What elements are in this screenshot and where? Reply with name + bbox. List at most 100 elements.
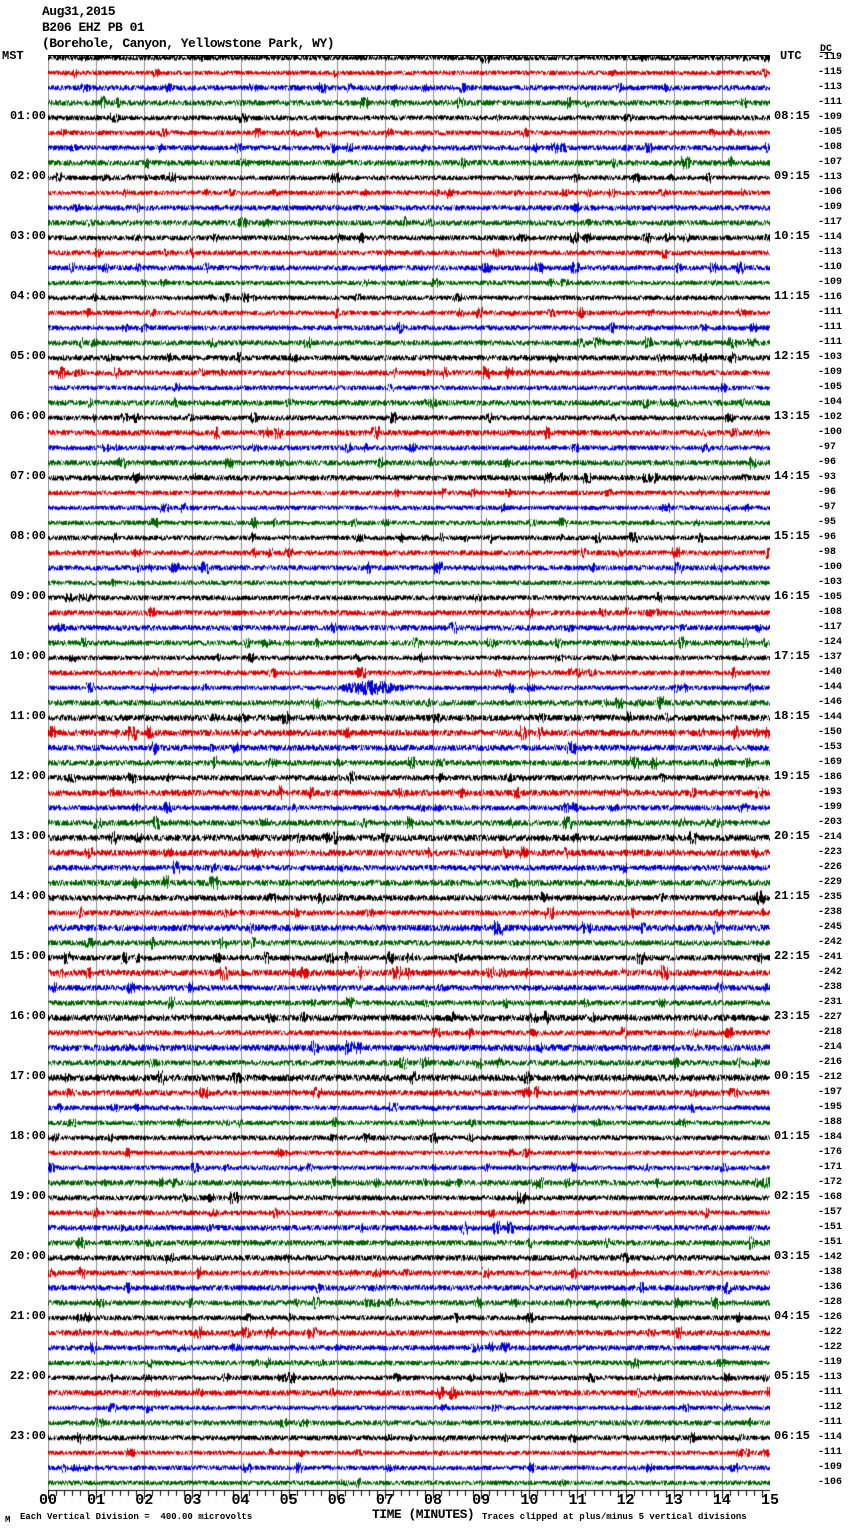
dc-offset-value: -111	[818, 1386, 843, 1398]
dc-offset-value: -108	[818, 141, 843, 153]
dc-offset-value: -169	[818, 756, 843, 768]
x-tick-label: 03	[183, 1492, 202, 1509]
x-tick-label: 11	[568, 1492, 587, 1509]
dc-offset-value: -117	[818, 621, 843, 633]
dc-offset-value: -188	[818, 1116, 843, 1128]
dc-offset-value: -122	[818, 1326, 843, 1338]
x-tick-label: 06	[327, 1492, 346, 1509]
right-time-label: 00:15	[774, 1068, 811, 1083]
dc-offset-value: -111	[818, 1446, 843, 1458]
right-time-label: 19:15	[774, 768, 811, 783]
right-time-label: 21:15	[774, 888, 811, 903]
x-tick-label: 15	[760, 1492, 779, 1509]
dc-offset-value: -113	[818, 171, 843, 183]
left-time-label: 18:00	[9, 1128, 46, 1143]
left-time-label: 21:00	[9, 1308, 46, 1323]
dc-offset-value: -150	[818, 726, 843, 738]
right-time-label: 01:15	[774, 1128, 811, 1143]
left-time-label: 17:00	[9, 1068, 46, 1083]
right-time-label: 16:15	[774, 588, 811, 603]
left-time-label: 02:00	[9, 168, 46, 183]
right-time-label: 08:15	[774, 108, 811, 123]
dc-offset-value: -197	[818, 1086, 843, 1098]
dc-offset-value: -96	[818, 531, 837, 543]
dc-offset-value: -216	[818, 1056, 843, 1068]
dc-offset-value: -109	[818, 201, 843, 213]
dc-offset-value: -245	[818, 921, 843, 933]
dc-offset-value: -144	[818, 681, 843, 693]
left-time-label: 12:00	[9, 768, 46, 783]
dc-offset-value: -103	[818, 351, 843, 363]
dc-offset-value: -116	[818, 291, 843, 303]
x-tick-label: 13	[664, 1492, 683, 1509]
dc-offset-value: -126	[818, 1311, 843, 1323]
dc-offset-value: -108	[818, 606, 843, 618]
dc-offset-value: -151	[818, 1221, 843, 1233]
x-tick-label: 10	[520, 1492, 539, 1509]
dc-offset-value: -117	[818, 216, 843, 228]
dc-offset-value: -102	[818, 411, 843, 423]
dc-offset-value: -98	[818, 546, 837, 558]
x-tick-label: 00	[38, 1492, 57, 1509]
right-time-label: 05:15	[774, 1368, 811, 1383]
left-tz-label: MST	[2, 48, 24, 63]
left-time-label: 20:00	[9, 1248, 46, 1263]
dc-offset-value: -97	[818, 501, 837, 513]
dc-offset-value: -184	[818, 1131, 843, 1143]
dc-offset-value: -218	[818, 1026, 843, 1038]
dc-offset-value: -223	[818, 846, 843, 858]
right-time-label: 03:15	[774, 1248, 811, 1263]
right-time-label: 06:15	[774, 1428, 811, 1443]
right-time-label: 17:15	[774, 648, 811, 663]
left-time-label: 04:00	[9, 288, 46, 303]
dc-offset-value: -214	[818, 831, 843, 843]
dc-offset-value: -140	[818, 666, 843, 678]
dc-offset-value: -119	[818, 1356, 843, 1368]
dc-offset-value: -100	[818, 561, 843, 573]
dc-offset-value: -109	[818, 111, 843, 123]
left-time-label: 14:00	[9, 888, 46, 903]
dc-offset-value: -229	[818, 876, 843, 888]
left-time-label: 03:00	[9, 228, 46, 243]
dc-offset-value: -171	[818, 1161, 843, 1173]
dc-column-header: DC	[820, 44, 833, 55]
left-time-label: 05:00	[9, 348, 46, 363]
dc-offset-value: -113	[818, 246, 843, 258]
dc-offset-value: -195	[818, 1101, 843, 1113]
dc-offset-value: -214	[818, 1041, 843, 1053]
dc-offset-value: -105	[818, 126, 843, 138]
right-time-label: 04:15	[774, 1308, 811, 1323]
dc-offset-value: -203	[818, 816, 843, 828]
dc-offset-value: -114	[818, 231, 843, 243]
dc-offset-value: -111	[818, 1416, 843, 1428]
right-time-label: 12:15	[774, 348, 811, 363]
right-time-label: 09:15	[774, 168, 811, 183]
dc-offset-value: -122	[818, 1341, 843, 1353]
dc-offset-value: -109	[818, 366, 843, 378]
dc-offset-value: -97	[818, 441, 837, 453]
left-time-label: 11:00	[9, 708, 46, 723]
left-time-label: 10:00	[9, 648, 46, 663]
dc-offset-value: -107	[818, 156, 843, 168]
right-time-label: 23:15	[774, 1008, 811, 1023]
clip-note: Traces clipped at plus/minus 5 vertical …	[482, 1512, 747, 1522]
dc-offset-value: -113	[818, 81, 843, 93]
left-time-label: 01:00	[9, 108, 46, 123]
left-time-label: 09:00	[9, 588, 46, 603]
dc-offset-value: -186	[818, 771, 843, 783]
dc-offset-value: -212	[818, 1071, 843, 1083]
x-tick-label: 08	[424, 1492, 443, 1509]
dc-offset-value: -241	[818, 951, 843, 963]
left-time-label: 23:00	[9, 1428, 46, 1443]
header-date: Aug31,2015	[42, 4, 116, 19]
dc-offset-value: -115	[818, 66, 843, 78]
dc-offset-value: -157	[818, 1206, 843, 1218]
dc-offset-value: -144	[818, 711, 843, 723]
left-time-label: 07:00	[9, 468, 46, 483]
dc-offset-value: -109	[818, 276, 843, 288]
dc-offset-value: -176	[818, 1146, 843, 1158]
x-axis-title: TIME (MINUTES)	[372, 1507, 475, 1522]
dc-offset-value: -238	[818, 981, 843, 993]
dc-offset-value: -199	[818, 801, 843, 813]
